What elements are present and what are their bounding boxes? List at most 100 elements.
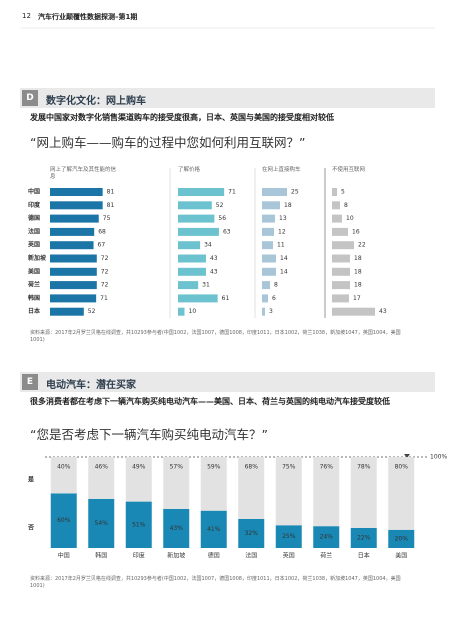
bar [332,307,375,316]
bar-segment [275,457,302,526]
column-header: 了解价格 [178,167,201,173]
value-label: 59% [207,464,221,471]
bar [332,214,342,223]
value-label: 72 [101,282,109,289]
value-label: 54% [95,520,109,527]
bar [178,281,199,290]
value-label: 16 [352,228,360,235]
bar [50,254,97,263]
bar [262,188,287,196]
value-label: 60% [57,517,71,524]
bar-segment [275,525,302,548]
value-label: 78% [357,464,371,471]
value-label: 6 [272,295,276,302]
category-label: 日本 [358,552,370,560]
bar-segment [350,457,377,528]
bar [178,214,215,223]
bar-segment [50,493,77,548]
legend-label: 否 [28,524,34,532]
section-letter: E [22,374,38,390]
column-header: 不使用互联网 [332,167,366,173]
bar [332,267,350,276]
value-label: 81 [107,189,115,196]
value-label: 51% [132,521,146,528]
value-label: 52 [216,202,224,209]
bar-segment [88,457,115,499]
reference-arrow [404,454,410,458]
bar-segment [163,457,190,509]
column-header: 在网上直接购车 [262,167,301,173]
value-label: 49% [132,464,146,471]
value-label: 14 [280,255,288,262]
value-label: 52 [88,308,96,315]
section-letter: D [22,90,38,106]
survey-question: “您是否考虑下一辆汽车购买纯电动汽车？” [30,427,268,442]
source-note: 资料来源：2017年2月罗兰贝格在线调查，共10293参与者(中国1002，法国… [30,576,401,589]
bar [50,294,97,303]
value-label: 3 [269,308,273,315]
row-label: 新加坡 [28,254,46,262]
reference-label: 100% [430,454,447,461]
bar-segment [313,457,340,527]
bar [332,294,349,303]
row-label: 中国 [28,188,40,196]
value-label: 43 [210,268,218,275]
bar-segment [388,457,415,530]
value-label: 32% [245,530,259,537]
bar-segment [88,498,115,548]
value-label: 13 [279,215,287,222]
category-label: 法国 [245,552,257,560]
bar [262,241,273,250]
bar-segment [50,457,77,494]
value-label: 41% [207,526,221,533]
value-label: 18 [284,202,292,209]
bar [332,241,354,250]
value-label: 20% [395,535,409,542]
page-title: 汽车行业颠覆性数据探测–第1期 [38,13,138,21]
bar [262,227,274,236]
bar [178,294,218,303]
value-label: 31 [202,282,210,289]
page-number: 12 [22,12,31,20]
value-label: 34 [204,242,212,249]
value-label: 8 [344,202,348,209]
bar-segment [238,518,265,548]
value-label: 46% [95,464,109,471]
bar-segment [125,501,152,548]
bar [332,188,337,196]
value-label: 17 [353,295,361,302]
value-label: 68 [98,228,106,235]
value-label: 63 [223,228,231,235]
bar [178,188,225,196]
value-label: 61 [222,295,230,302]
value-label: 75 [103,215,111,222]
value-label: 5 [341,189,345,196]
value-label: 75% [282,464,296,471]
category-label: 德国 [208,552,220,560]
value-label: 43 [379,308,387,315]
value-label: 10 [189,308,197,315]
bar-segment [313,526,340,548]
value-label: 14 [280,268,288,275]
legend-label: 是 [27,476,35,484]
value-label: 18 [354,255,362,262]
bar [332,227,348,236]
category-label: 美国 [395,552,407,560]
bar-segment [163,508,190,548]
value-label: 18 [354,282,362,289]
bar [178,241,201,250]
bar [50,214,99,223]
bar [262,294,268,303]
bar [50,267,97,276]
row-label: 法国 [28,227,40,235]
value-label: 72 [101,268,109,275]
value-label: 43 [210,255,218,262]
value-label: 25 [291,189,299,196]
bar [178,267,206,276]
value-label: 71 [228,189,236,196]
section-banner [20,372,435,392]
bar [50,281,97,290]
value-label: 81 [107,202,115,209]
bar-segment [125,457,152,502]
